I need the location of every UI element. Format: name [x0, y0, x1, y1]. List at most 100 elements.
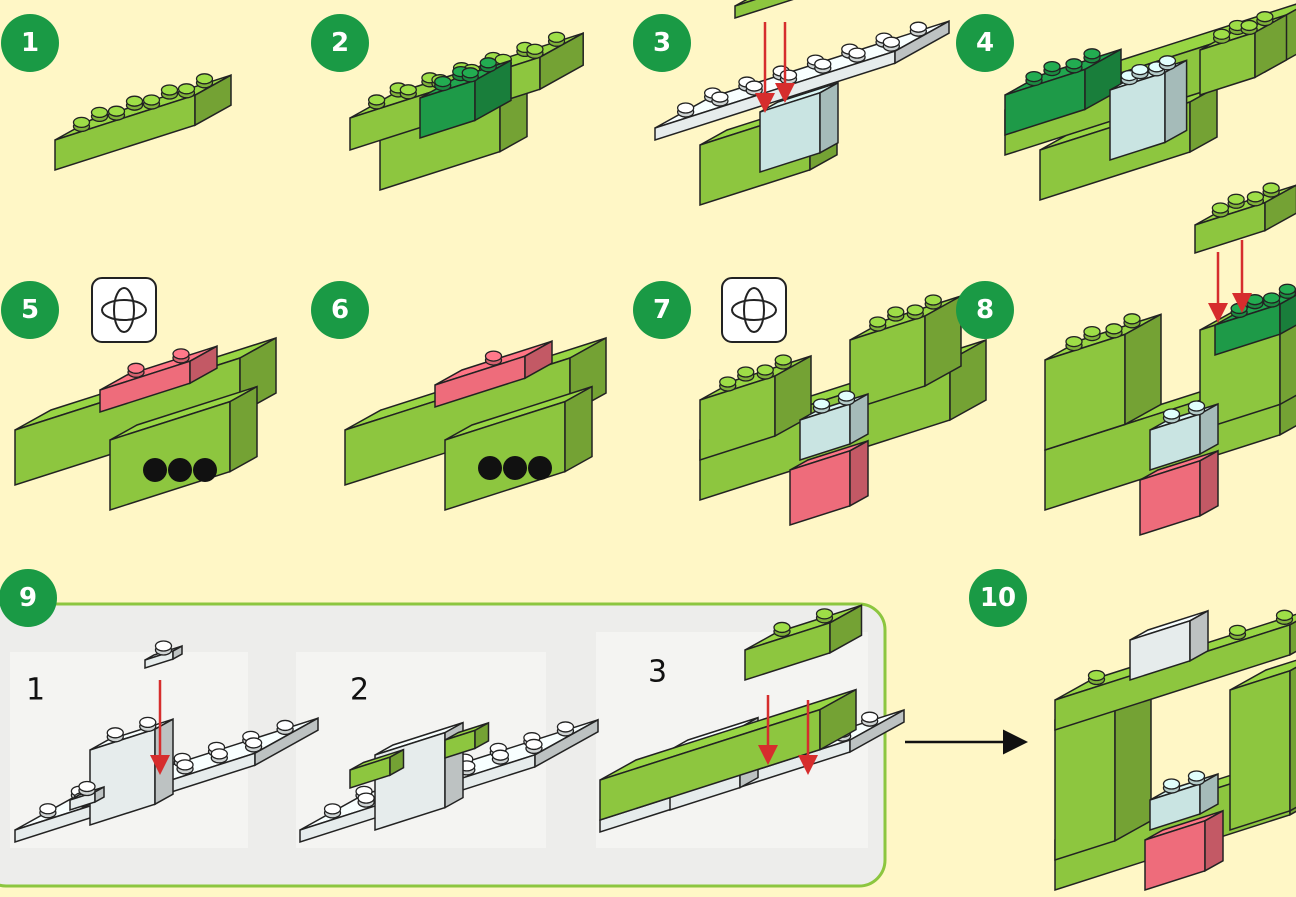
stud-top	[1084, 327, 1100, 337]
stud-top	[527, 44, 543, 54]
stud-top	[817, 609, 833, 619]
step-number: 10	[980, 583, 1016, 613]
stud-top	[79, 782, 95, 792]
stud-top	[156, 641, 172, 651]
stud-top	[107, 728, 123, 738]
stud-top	[1212, 203, 1228, 213]
stud-top	[1066, 59, 1082, 69]
stud-top	[246, 738, 262, 748]
stud-top	[369, 95, 385, 105]
stud-top	[1106, 324, 1122, 334]
stud-top	[757, 365, 773, 375]
bricks	[15, 0, 1296, 890]
stud-top	[1247, 295, 1263, 305]
hole	[193, 458, 217, 482]
stud-top	[400, 85, 416, 95]
step-number: 7	[653, 295, 671, 325]
step-number: 6	[331, 295, 349, 325]
step-number: 1	[21, 28, 39, 58]
stud-top	[883, 37, 899, 47]
brick-side	[1200, 451, 1218, 516]
stud-top	[144, 95, 160, 105]
instruction-page: 12345678910123	[0, 0, 1296, 897]
stud-top	[738, 367, 754, 377]
substep-number: 3	[648, 655, 667, 690]
stud-top	[925, 295, 941, 305]
stud-top	[177, 760, 193, 770]
stud-top	[127, 96, 143, 106]
stud-top	[140, 717, 156, 727]
stud-top	[712, 92, 728, 102]
stud-top	[492, 750, 508, 760]
stud-top	[1230, 625, 1246, 635]
stud-top	[907, 305, 923, 315]
stud-top	[1279, 284, 1295, 294]
hole	[168, 458, 192, 482]
stud-top	[1257, 12, 1273, 22]
stud-top	[1164, 409, 1180, 419]
stud-top	[1026, 72, 1042, 82]
stud-top	[197, 74, 213, 84]
brick-side	[565, 387, 592, 472]
stud-top	[774, 622, 790, 632]
stud-top	[814, 399, 830, 409]
diagram: 12345678910123	[0, 0, 1296, 897]
stud-top	[486, 351, 502, 361]
hole	[143, 458, 167, 482]
stud-top	[910, 22, 926, 32]
stud-top	[1084, 49, 1100, 59]
stud-top	[162, 85, 178, 95]
stud-top	[1189, 771, 1205, 781]
stud-top	[1214, 29, 1230, 39]
stud-top	[557, 722, 573, 732]
step-number: 9	[19, 583, 37, 613]
stud-top	[1044, 62, 1060, 72]
brick-front	[1230, 671, 1290, 830]
brick-side	[850, 441, 868, 506]
stud-top	[526, 739, 542, 749]
brick-side	[155, 719, 173, 804]
stud-top	[1159, 56, 1175, 66]
stud-top	[179, 84, 195, 94]
stud-top	[888, 307, 904, 317]
stud-top	[549, 32, 565, 42]
step-number: 3	[653, 28, 671, 58]
stud-top	[1247, 192, 1263, 202]
stud-top	[1264, 293, 1280, 303]
stud-top	[849, 48, 865, 58]
stud-top	[74, 117, 90, 127]
stud-top	[40, 804, 56, 814]
stud-top	[1189, 401, 1205, 411]
brick-side	[1125, 314, 1161, 424]
brick-side	[820, 83, 838, 153]
stud-top	[720, 377, 736, 387]
stud-top	[1277, 610, 1293, 620]
brick-front	[735, 0, 805, 18]
stud-top	[1164, 779, 1180, 789]
stud-top	[173, 349, 189, 359]
stud-top	[781, 70, 797, 80]
step-number: 5	[21, 295, 39, 325]
step-number: 8	[976, 295, 994, 325]
stud-top	[480, 58, 496, 68]
step-number: 4	[976, 28, 994, 58]
substep-number: 2	[350, 673, 369, 708]
stud-top	[775, 355, 791, 365]
hole	[503, 456, 527, 480]
stud-top	[277, 720, 293, 730]
stud-top	[92, 107, 108, 117]
stud-top	[462, 68, 478, 78]
stud-top	[870, 317, 886, 327]
stud-top	[128, 363, 144, 373]
brick-side	[1165, 60, 1187, 142]
stud-top	[325, 804, 341, 814]
stud-top	[678, 103, 694, 113]
stud-top	[862, 712, 878, 722]
hole	[528, 456, 552, 480]
substep-number: 1	[26, 673, 45, 708]
stud-top	[109, 106, 125, 116]
stud-top	[1241, 20, 1257, 30]
stud-top	[1089, 670, 1105, 680]
brick-side	[1290, 651, 1296, 811]
brick-side	[230, 387, 257, 472]
